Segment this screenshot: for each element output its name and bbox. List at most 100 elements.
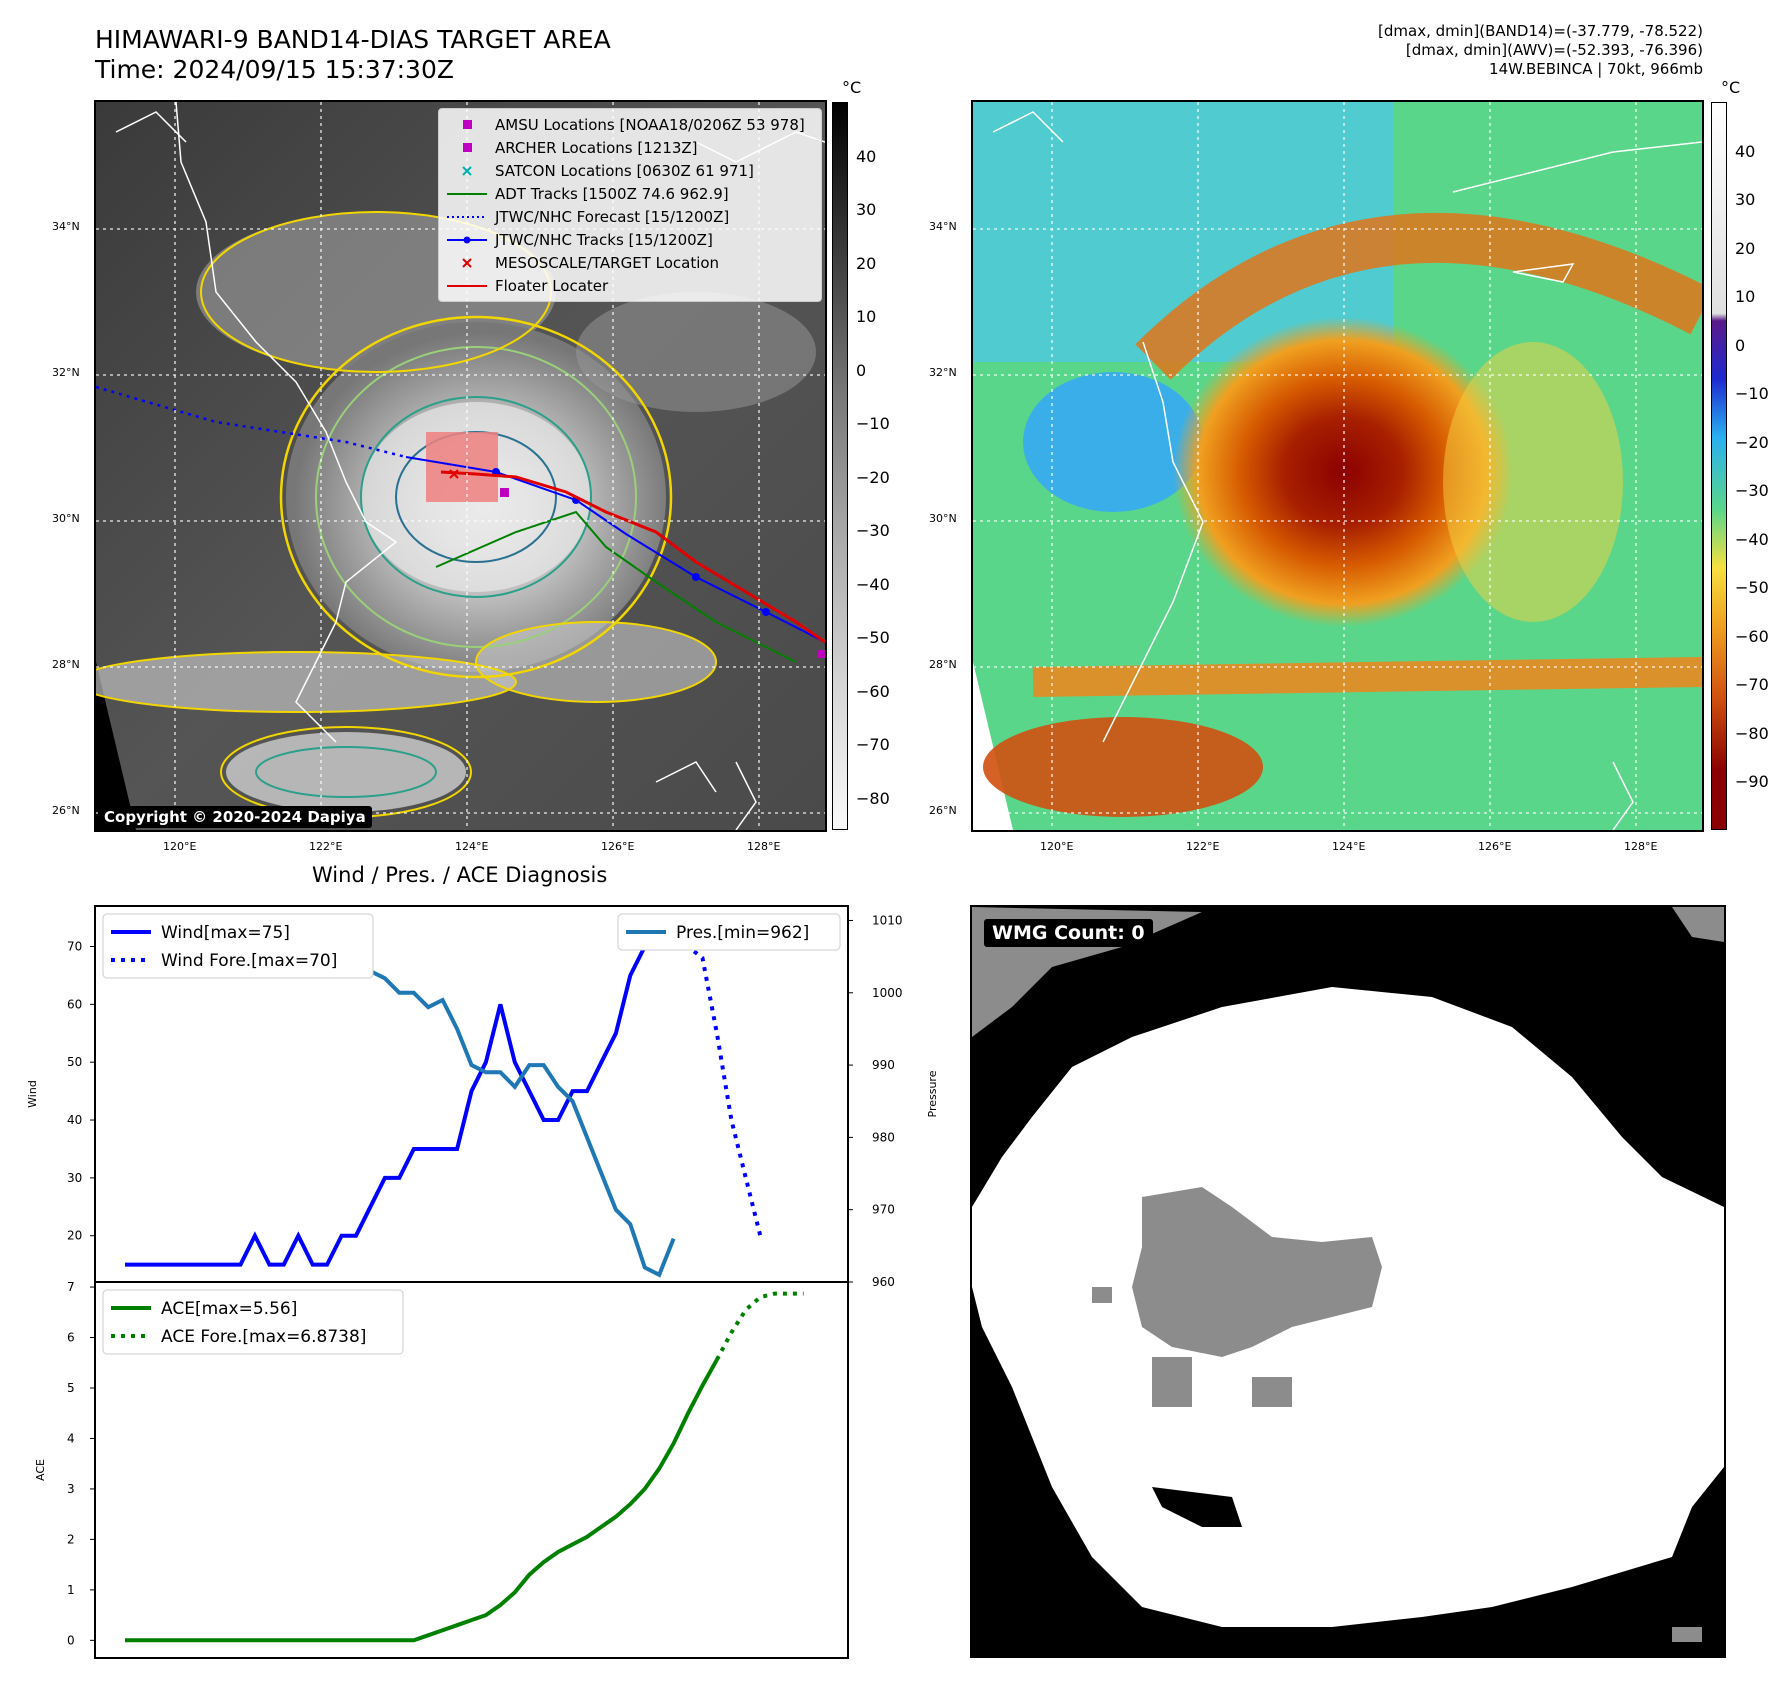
legend-label: JTWC/NHC Tracks [15/1200Z]	[495, 230, 713, 249]
lat-tick: 32°N	[929, 366, 957, 379]
wind-tick-label: 70	[67, 939, 82, 953]
legend-item: AMSU Locations [NOAA18/0206Z 53 978]	[447, 113, 813, 136]
wind-line	[125, 915, 674, 1267]
lon-tick: 126°E	[1478, 840, 1512, 853]
pressure-tick-label: 1010	[872, 913, 903, 927]
ace-line	[125, 1358, 719, 1643]
colorbar-tick: 20	[856, 253, 877, 273]
lon-tick: 126°E	[601, 840, 635, 853]
colorbar-tick: 0	[856, 360, 867, 380]
legend-label: Wind[max=75]	[161, 923, 290, 943]
info-awv: [dmax, dmin](AWV)=(-52.393, -76.396)	[1405, 41, 1703, 59]
colorbar-tick: −20	[1735, 432, 1769, 452]
time-label: Time: 2024/09/15 15:37:30Z	[95, 55, 454, 84]
legend-label: ACE Fore.[max=6.8738]	[161, 1327, 366, 1347]
copyright-label: Copyright © 2020-2024 Dapiya	[98, 806, 372, 828]
legend-item: Floater Locater	[447, 274, 813, 297]
wind-tick-label: 40	[67, 1113, 82, 1127]
ace-tick-label: 7	[67, 1280, 75, 1294]
colorbar-tick: −60	[1735, 626, 1769, 646]
ace-axis-label: ACE	[34, 1459, 47, 1481]
pressure-tick-label: 970	[872, 1203, 895, 1217]
colorbar-tick: −80	[1735, 723, 1769, 743]
info-block: [dmax, dmin](BAND14)=(-37.779, -78.522) …	[1378, 22, 1703, 79]
colorbar-tick: −70	[1735, 675, 1769, 695]
legend-symbol	[447, 165, 487, 177]
colorbar-tick: −50	[856, 628, 890, 648]
ace-tick-label: 4	[67, 1431, 75, 1445]
info-storm: 14W.BEBINCA | 70kt, 966mb	[1489, 60, 1703, 78]
legend-label: JTWC/NHC Forecast [15/1200Z]	[495, 207, 730, 226]
colorbar-tick: −70	[856, 735, 890, 755]
ace-forecast-line	[715, 1291, 804, 1361]
pressure-tick-label: 980	[872, 1130, 895, 1144]
legend-symbol	[447, 257, 487, 269]
colorbar-tick: 40	[856, 146, 877, 166]
lat-tick: 34°N	[929, 220, 957, 233]
legend-label: SATCON Locations [0630Z 61 971]	[495, 161, 754, 180]
lon-tick: 128°E	[747, 840, 781, 853]
main-title: HIMAWARI-9 BAND14-DIAS TARGET AREA	[95, 25, 611, 54]
legend-item: ARCHER Locations [1213Z]	[447, 136, 813, 159]
legend-symbol	[447, 211, 487, 223]
wmg-panel: WMG Count: 0	[970, 905, 1726, 1658]
wind-tick-label: 20	[67, 1229, 82, 1243]
legend-item: MESOSCALE/TARGET Location	[447, 251, 813, 274]
wmg-count-label: WMG Count: 0	[984, 919, 1153, 947]
lon-tick: 124°E	[1332, 840, 1366, 853]
colorbar-tick: 10	[856, 307, 877, 327]
wind-legend	[102, 913, 374, 979]
lon-tick: 128°E	[1624, 840, 1658, 853]
wind-tick-label: 50	[67, 1055, 82, 1069]
lat-tick: 30°N	[52, 512, 80, 525]
legend-item: ADT Tracks [1500Z 74.6 962.9]	[447, 182, 813, 205]
colorbar-tick: −90	[1735, 772, 1769, 792]
pressure-tick-label: 1000	[872, 986, 903, 1000]
colorbar-tick: −40	[856, 574, 890, 594]
lat-tick: 34°N	[52, 220, 80, 233]
legend-symbol	[447, 188, 487, 200]
info-band14: [dmax, dmin](BAND14)=(-37.779, -78.522)	[1378, 22, 1703, 40]
colorbar-tick: −30	[856, 521, 890, 541]
lat-tick: 32°N	[52, 366, 80, 379]
wv-colorbar-unit: °C	[1721, 78, 1741, 97]
wv-map-panel	[971, 100, 1704, 832]
wmg-image	[972, 907, 1724, 1656]
legend-label: ACE[max=5.56]	[161, 1299, 297, 1319]
lon-tick: 120°E	[163, 840, 197, 853]
lat-tick: 28°N	[52, 658, 80, 671]
legend-item: JTWC/NHC Tracks [15/1200Z]	[447, 228, 813, 251]
ir-colorbar-unit: °C	[842, 78, 862, 97]
colorbar-tick: −40	[1735, 529, 1769, 549]
colorbar-tick: −80	[856, 788, 890, 808]
legend-label: ADT Tracks [1500Z 74.6 962.9]	[495, 184, 729, 203]
lat-tick: 26°N	[929, 804, 957, 817]
diagnosis-chart: 20 30 40 50 60 70 960 970 980 990 1000 1010 0 1 2 3 4 5 6 7…	[26, 905, 939, 1659]
legend-label: Wind Fore.[max=70]	[161, 951, 337, 971]
legend-label: AMSU Locations [NOAA18/0206Z 53 978]	[495, 115, 805, 134]
ir-colorbar	[832, 102, 848, 830]
colorbar-tick: −30	[1735, 481, 1769, 501]
colorbar-tick: 30	[1735, 190, 1756, 210]
colorbar-tick: 10	[1735, 287, 1756, 307]
legend-label: Pres.[min=962]	[676, 923, 809, 943]
wind-tick-label: 30	[67, 1171, 82, 1185]
ace-tick-label: 3	[67, 1482, 75, 1496]
pressure-tick-label: 960	[872, 1275, 895, 1289]
wind-tick-label: 60	[67, 997, 82, 1011]
colorbar-tick: −20	[856, 467, 890, 487]
ace-tick-label: 6	[67, 1331, 75, 1345]
colorbar-tick: −60	[856, 681, 890, 701]
ir-map-panel: AMSU Locations [NOAA18/0206Z 53 978] ARCH…	[94, 100, 827, 832]
lat-tick: 28°N	[929, 658, 957, 671]
ace-tick-label: 0	[67, 1633, 75, 1647]
ace-tick-label: 1	[67, 1583, 75, 1597]
legend-symbol	[447, 234, 487, 246]
lon-tick: 122°E	[1186, 840, 1220, 853]
ace-tick-label: 2	[67, 1532, 75, 1546]
legend-item: JTWC/NHC Forecast [15/1200Z]	[447, 205, 813, 228]
pressure-legend	[617, 913, 841, 951]
ace-legend	[102, 1289, 404, 1355]
colorbar-tick: 20	[1735, 238, 1756, 258]
colorbar-tick: −10	[1735, 384, 1769, 404]
